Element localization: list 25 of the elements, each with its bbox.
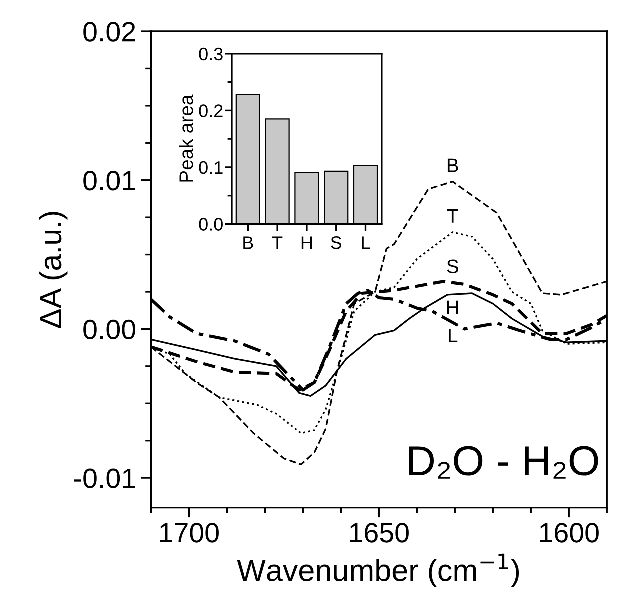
- y-tick-label: 0.02: [84, 22, 136, 42]
- annotation: D₂O - H₂O: [409, 446, 598, 479]
- x-tick-label: 1700: [160, 523, 219, 543]
- series-label: B: [448, 158, 458, 172]
- y-tick-label: 0.00: [84, 320, 136, 340]
- y-tick-label: 0.01: [84, 171, 136, 191]
- y-tick-label: 0.3: [199, 48, 223, 61]
- y-axis-title: ΔA (a.u.): [39, 212, 68, 328]
- x-tick-label: H: [302, 236, 312, 250]
- x-tick-label: S: [331, 236, 342, 250]
- x-tick-label: 1650: [350, 523, 409, 543]
- series-label: T: [447, 209, 458, 223]
- series-label: H: [447, 300, 458, 314]
- y-tick-label: 0.1: [199, 161, 223, 174]
- x-tick-label: B: [244, 236, 254, 250]
- x-tick-label: 1600: [540, 523, 599, 543]
- y-axis-title: Peak area: [179, 94, 194, 182]
- x-tick-label: L: [362, 236, 370, 250]
- y-tick-label: 0.2: [199, 104, 223, 118]
- series-label: S: [447, 260, 458, 274]
- x-axis-title: Wavenumber (cm$^{−1}$): [237, 554, 520, 588]
- series-label: L: [449, 328, 458, 342]
- y-tick-label: -0.01: [74, 468, 136, 488]
- y-tick-label: 0.0: [199, 218, 223, 231]
- x-tick-label: T: [272, 236, 283, 250]
